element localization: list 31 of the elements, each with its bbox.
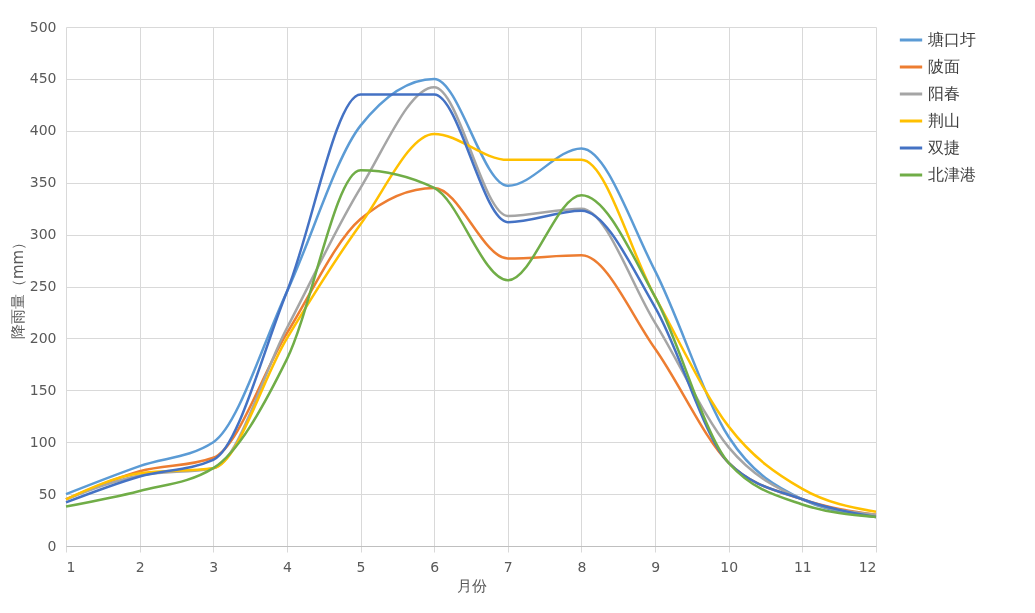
y-tick-label: 50 <box>38 485 57 502</box>
y-tick-label: 350 <box>29 174 57 191</box>
y-tick-label: 100 <box>29 433 57 450</box>
legend-label: 阳春 <box>928 84 960 103</box>
legend-label: 陂面 <box>928 57 960 76</box>
x-tick-label: 6 <box>430 558 440 575</box>
x-tick-label: 8 <box>577 558 587 575</box>
legend-label: 双捷 <box>928 138 960 157</box>
x-tick-label: 7 <box>503 558 513 575</box>
x-tick-label: 10 <box>720 558 739 575</box>
y-axis-title: 降雨量（mm） <box>8 234 27 340</box>
x-tick-label: 5 <box>356 558 366 575</box>
legend-label: 塘口圩 <box>927 30 976 49</box>
x-tick-label: 1 <box>66 558 76 575</box>
x-tick-label: 3 <box>209 558 219 575</box>
y-tick-label: 150 <box>29 381 57 398</box>
x-tick-label: 4 <box>282 558 292 575</box>
legend-label: 北津港 <box>928 165 976 184</box>
y-tick-label: 400 <box>29 122 57 139</box>
legend-label: 荆山 <box>928 111 960 130</box>
x-tick-label: 9 <box>651 558 661 575</box>
x-axis-title: 月份 <box>456 576 487 595</box>
y-tick-label: 250 <box>29 278 57 294</box>
y-tick-label: 450 <box>29 70 57 87</box>
y-tick-label: 500 <box>29 18 57 35</box>
y-tick-label: 200 <box>29 329 57 346</box>
y-tick-label: 300 <box>29 226 57 243</box>
x-tick-label: 11 <box>793 558 812 575</box>
y-tick-label: 0 <box>47 537 57 554</box>
x-tick-label: 2 <box>135 558 145 575</box>
x-tick-label: 12 <box>858 558 877 575</box>
